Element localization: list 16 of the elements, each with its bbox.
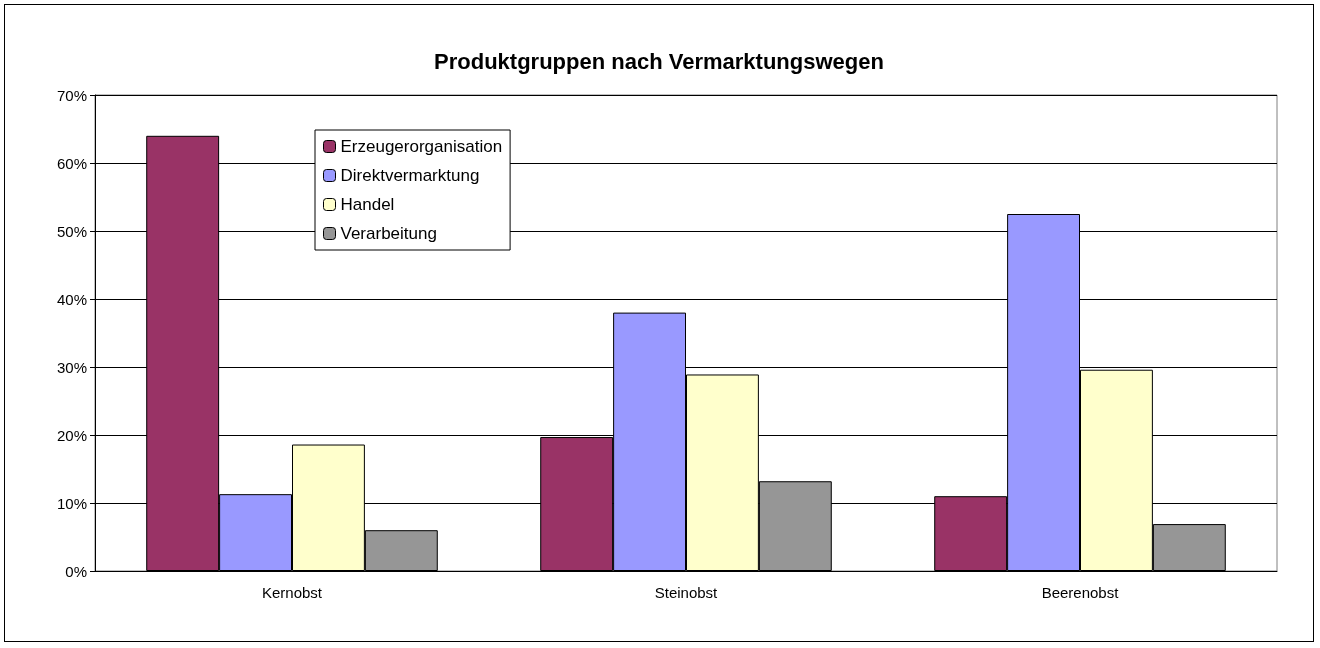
y-tick-label: 20% [56,426,87,444]
legend-label: Erzeugerorganisation [340,137,503,156]
y-tick-label: 60% [56,154,87,172]
legend-label: Verarbeitung [340,224,437,243]
y-tick-label: 30% [56,358,87,376]
legend-label: Handel [340,195,395,214]
y-tick-label: 50% [56,222,87,240]
y-tick-label: 0% [65,562,87,580]
chart-title: Produktgruppen nach Vermarktungswegen [434,48,884,74]
x-tick-label: Kernobst [261,584,323,601]
y-tick-label: 10% [56,494,87,512]
x-tick-label: Steinobst [654,584,719,601]
y-tick-label: 70% [56,86,87,104]
legend-label: Direktvermarktung [340,166,480,185]
y-tick-label: 40% [56,290,87,308]
x-tick-label: Beerenobst [1041,584,1120,601]
